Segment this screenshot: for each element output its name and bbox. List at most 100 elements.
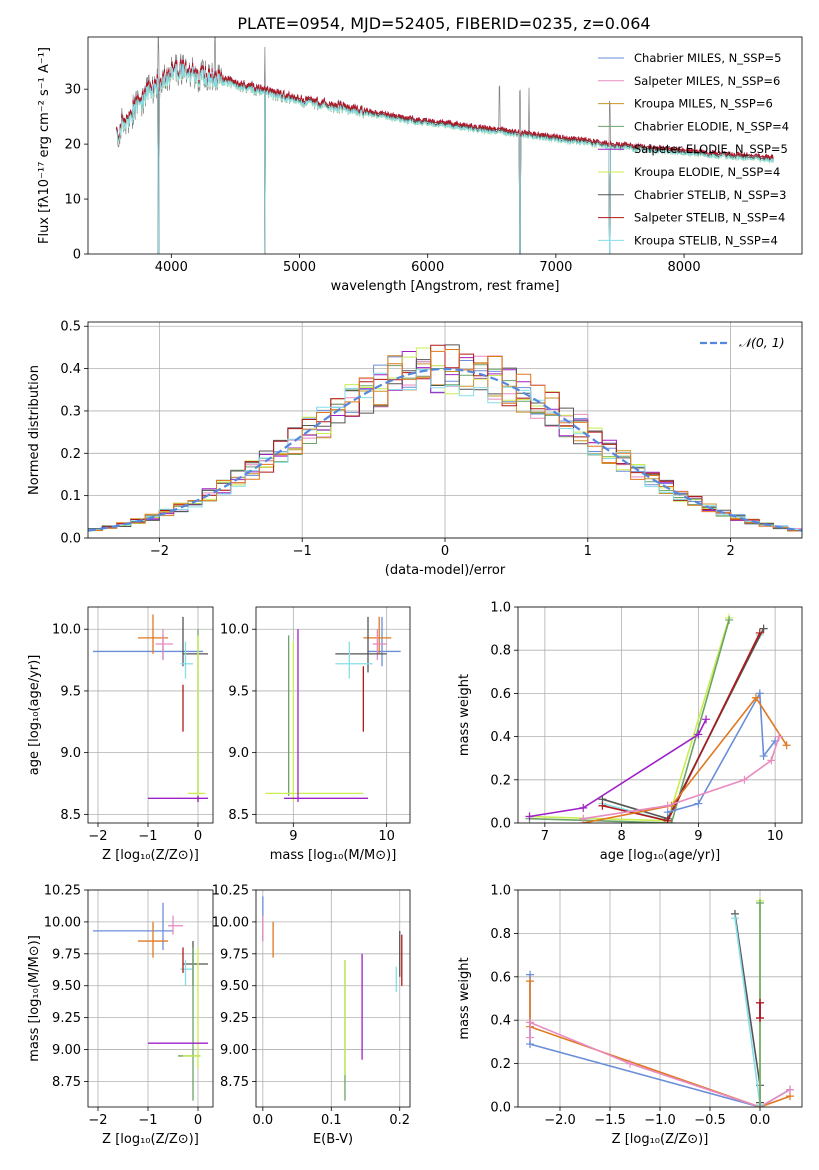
y-tick-label: 8.75 bbox=[52, 1075, 81, 1090]
x-tick-label: −0.5 bbox=[694, 1113, 726, 1128]
y-tick-label: 0.8 bbox=[490, 927, 511, 942]
y-tick-label: 0.4 bbox=[490, 730, 511, 745]
y-tick-label: 0.2 bbox=[490, 773, 511, 788]
errorbar-salp_miles bbox=[372, 629, 387, 661]
x-tick-label: 7000 bbox=[539, 260, 572, 275]
weight-marker bbox=[755, 689, 764, 698]
y-tick-label: 9.00 bbox=[52, 1043, 81, 1058]
histogram-step-orange bbox=[88, 349, 802, 532]
weight-marker bbox=[756, 899, 764, 908]
y-tick-label: 10.25 bbox=[44, 884, 81, 899]
legend-label: Chabrier STELIB, N_SSP=3 bbox=[634, 188, 786, 202]
weight-marker bbox=[786, 1085, 794, 1094]
weight-marker bbox=[755, 628, 764, 637]
y-tick-label: 0.4 bbox=[490, 1014, 511, 1029]
y-tick-label: 1.0 bbox=[490, 601, 511, 616]
weight-line-chab_elodie bbox=[529, 619, 730, 823]
y-tick-label: 10.0 bbox=[52, 623, 81, 638]
chart-residual_hist: −2 −1 0 1 2 0.0 0.1 0.2 0.3 0.4 0.5 (data-model)/er… bbox=[27, 320, 803, 578]
y-tick-label: 10 bbox=[64, 193, 81, 208]
y-tick-label: 0.2 bbox=[60, 447, 81, 462]
x-axis-label: Z [log₁₀(Z/Z⊙)] bbox=[102, 1132, 199, 1147]
weight-line-krou_elodie bbox=[529, 617, 730, 822]
y-axis-label: Normed distribution bbox=[27, 365, 42, 495]
chart-mass_vs_ebv: 0.0 0.1 0.2 8.75 9.00 9.25 9.50 9.75 10.00 10.25 E… bbox=[212, 884, 411, 1147]
weight-marker bbox=[663, 816, 672, 823]
weight-marker bbox=[663, 801, 672, 810]
weight-marker bbox=[782, 741, 791, 750]
weight-marker bbox=[526, 977, 534, 986]
errorbar-krou_stelib bbox=[335, 641, 373, 679]
chart-massweight_vs_Z: −2.0 −1.5 −1.0 −0.5 0.0 0.0 0.2 0.4 0.6 0.8 1.0 Z [… bbox=[457, 884, 803, 1147]
legend: 𝒩(0, 1) bbox=[700, 335, 785, 350]
x-axis-label: (data-model)/error bbox=[385, 563, 506, 578]
y-tick-label: 0 bbox=[73, 248, 81, 263]
y-tick-label: 9.25 bbox=[220, 1011, 249, 1026]
y-axis-label: mass weight bbox=[457, 957, 472, 1039]
x-tick-label: −1 bbox=[138, 1113, 157, 1128]
x-tick-label: 0 bbox=[194, 1113, 202, 1128]
x-tick-label: 9 bbox=[694, 829, 702, 844]
legend-label: 𝒩(0, 1) bbox=[739, 335, 785, 350]
weight-marker bbox=[525, 812, 534, 821]
x-tick-label: 0.1 bbox=[321, 1113, 342, 1128]
errorbar-salp_miles bbox=[168, 915, 183, 935]
weight-line-krou_stelib bbox=[734, 918, 761, 1105]
legend-label: Salpeter MILES, N_SSP=6 bbox=[634, 74, 780, 88]
y-tick-label: 9.00 bbox=[220, 1043, 249, 1058]
x-tick-label: −1 bbox=[138, 829, 157, 844]
weight-marker bbox=[579, 814, 588, 823]
x-tick-label: 6000 bbox=[411, 260, 444, 275]
y-tick-label: 9.5 bbox=[228, 684, 249, 699]
y-axis-label: Flux [fλ10⁻¹⁷ erg cm⁻² s⁻¹ A⁻¹] bbox=[37, 47, 52, 244]
x-axis-label: Z [log₁₀(Z/Z⊙)] bbox=[102, 848, 199, 863]
legend-label: Chabrier ELODIE, N_SSP=4 bbox=[634, 119, 789, 133]
errorbar-chab_miles bbox=[368, 616, 401, 667]
y-tick-label: 9.5 bbox=[60, 684, 81, 699]
y-tick-label: 0.1 bbox=[60, 489, 81, 504]
x-tick-label: 0.0 bbox=[750, 1113, 771, 1128]
figure-title: PLATE=0954, MJD=52405, FIBERID=0235, z=0… bbox=[237, 14, 650, 33]
axes-frame bbox=[87, 36, 803, 255]
y-tick-label: 0.0 bbox=[490, 1101, 511, 1116]
weight-line-salp_elodie bbox=[529, 718, 707, 818]
x-tick-label: −1.0 bbox=[644, 1113, 676, 1128]
errorbar-salp_miles bbox=[155, 629, 173, 661]
y-tick-label: 9.50 bbox=[220, 979, 249, 994]
errorbar-krou_stelib bbox=[180, 641, 193, 679]
weight-line-orange bbox=[529, 981, 791, 1107]
axes-frame bbox=[87, 889, 214, 1108]
y-tick-label: 0.0 bbox=[60, 532, 81, 547]
x-tick-label: 7 bbox=[541, 829, 549, 844]
y-tick-label: 0.6 bbox=[490, 687, 511, 702]
plot-area bbox=[88, 344, 802, 532]
spectrum-line-salp_stelib bbox=[115, 59, 774, 254]
plot-area bbox=[93, 902, 208, 1101]
x-tick-label: 4000 bbox=[155, 260, 188, 275]
x-axis-label: Z [log₁₀(Z/Z⊙)] bbox=[612, 1132, 709, 1147]
weight-marker bbox=[694, 799, 703, 808]
y-tick-label: 0.0 bbox=[490, 817, 511, 832]
weight-marker bbox=[579, 803, 588, 812]
errorbar-chab_miles bbox=[93, 902, 173, 950]
x-tick-label: −2.0 bbox=[544, 1113, 576, 1128]
chart-massweight_vs_age: 7 8 9 10 0.0 0.2 0.4 0.6 0.8 1.0 age [log₁₀(age/yr… bbox=[457, 601, 803, 863]
plot-area bbox=[93, 614, 208, 803]
weight-marker bbox=[598, 801, 607, 810]
y-tick-label: 0.3 bbox=[60, 404, 81, 419]
spectrum-line-krou_stelib bbox=[115, 63, 774, 254]
axes-frame bbox=[255, 889, 411, 1108]
plot-area bbox=[115, 37, 774, 254]
plot-area bbox=[262, 896, 403, 1101]
x-tick-label: 8000 bbox=[668, 260, 701, 275]
y-tick-label: 9.25 bbox=[52, 1011, 81, 1026]
weight-marker bbox=[626, 1059, 634, 1068]
weight-marker bbox=[759, 624, 768, 633]
x-axis-label: wavelength [Angstrom, rest frame] bbox=[331, 279, 560, 294]
y-axis-label: age [log₁₀(age/yr)] bbox=[27, 655, 42, 776]
x-tick-label: −2 bbox=[88, 1113, 107, 1128]
weight-marker bbox=[756, 1103, 764, 1107]
legend-label: Salpeter STELIB, N_SSP=4 bbox=[634, 211, 785, 225]
